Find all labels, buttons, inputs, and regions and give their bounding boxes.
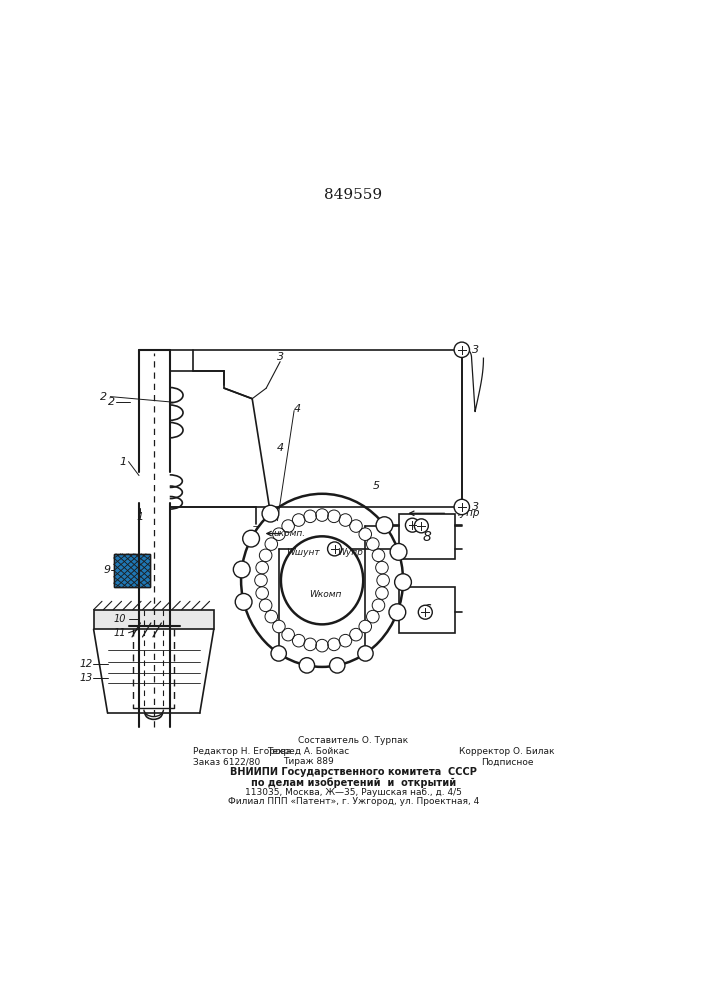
Bar <box>114 554 150 587</box>
Circle shape <box>375 587 388 599</box>
Circle shape <box>316 509 328 521</box>
Text: 3: 3 <box>472 345 479 355</box>
Text: Составитель О. Турпак: Составитель О. Турпак <box>298 736 409 745</box>
Text: 4: 4 <box>276 443 284 453</box>
Circle shape <box>366 538 379 550</box>
Circle shape <box>235 593 252 610</box>
Text: 1: 1 <box>137 512 144 522</box>
Circle shape <box>304 510 317 523</box>
Circle shape <box>282 520 294 532</box>
Bar <box>114 554 150 587</box>
Circle shape <box>265 538 278 550</box>
Text: 8: 8 <box>422 530 431 544</box>
Text: Редактор Н. Егорова: Редактор Н. Егорова <box>193 747 291 756</box>
Circle shape <box>390 543 407 560</box>
Circle shape <box>339 634 351 647</box>
Circle shape <box>377 574 390 587</box>
Circle shape <box>419 605 432 619</box>
Text: Тираж 889: Тираж 889 <box>283 758 334 766</box>
Circle shape <box>293 514 305 526</box>
Text: 113035, Москва, Ж—35, Раушская наб., д. 4/5: 113035, Москва, Ж—35, Раушская наб., д. … <box>245 788 462 797</box>
Text: Филиал ППП «Патент», г. Ужгород, ул. Проектная, 4: Филиал ППП «Патент», г. Ужгород, ул. Про… <box>228 797 479 806</box>
Text: Подписное: Подписное <box>481 758 534 766</box>
Circle shape <box>316 639 328 652</box>
Circle shape <box>265 610 278 623</box>
Text: 1: 1 <box>119 457 127 467</box>
Circle shape <box>273 528 285 540</box>
Circle shape <box>405 518 419 532</box>
Ellipse shape <box>281 536 363 624</box>
Text: Wупр: Wупр <box>337 548 363 557</box>
Bar <box>399 587 455 633</box>
Text: 3: 3 <box>472 502 479 512</box>
Circle shape <box>256 587 269 599</box>
Circle shape <box>262 505 279 522</box>
Circle shape <box>327 638 340 651</box>
Text: 6: 6 <box>422 603 431 617</box>
Circle shape <box>304 638 317 651</box>
Circle shape <box>414 519 428 533</box>
Text: ВНИИПИ Государственного комитета  СССР: ВНИИПИ Государственного комитета СССР <box>230 767 477 777</box>
Text: 2: 2 <box>100 392 107 402</box>
Text: uкомп.: uкомп. <box>273 529 305 538</box>
Circle shape <box>271 646 286 661</box>
Text: 5: 5 <box>373 481 380 491</box>
Circle shape <box>273 620 285 633</box>
Circle shape <box>454 499 469 515</box>
Circle shape <box>372 549 385 562</box>
Circle shape <box>350 628 362 641</box>
Text: 9: 9 <box>104 565 111 575</box>
Text: 7: 7 <box>252 526 259 536</box>
Text: 3: 3 <box>276 352 284 362</box>
Circle shape <box>327 542 341 556</box>
Circle shape <box>259 599 272 612</box>
Circle shape <box>282 628 294 641</box>
Text: 849559: 849559 <box>325 188 382 202</box>
Circle shape <box>375 561 388 574</box>
Circle shape <box>259 549 272 562</box>
Text: 4: 4 <box>294 404 301 414</box>
Text: 13: 13 <box>80 673 93 683</box>
Text: по делам изобретений  и  открытий: по делам изобретений и открытий <box>251 777 456 788</box>
Circle shape <box>256 561 269 574</box>
Circle shape <box>372 599 385 612</box>
Circle shape <box>358 646 373 661</box>
Circle shape <box>339 514 351 526</box>
Circle shape <box>366 610 379 623</box>
Circle shape <box>350 520 362 532</box>
Circle shape <box>293 634 305 647</box>
Text: Корректор О. Билак: Корректор О. Билак <box>460 747 555 756</box>
Circle shape <box>327 510 340 523</box>
Text: 10: 10 <box>114 614 127 624</box>
Bar <box>399 514 455 559</box>
Circle shape <box>359 528 371 540</box>
Text: Wшунт: Wшунт <box>286 548 320 557</box>
Circle shape <box>329 658 345 673</box>
Circle shape <box>233 561 250 578</box>
Text: Iупр: Iупр <box>458 508 480 518</box>
Text: 2: 2 <box>107 397 115 407</box>
Circle shape <box>376 517 393 534</box>
Bar <box>93 610 214 629</box>
Text: Техред А. Бойкас: Техред А. Бойкас <box>267 747 349 756</box>
Text: Заказ 6122/80: Заказ 6122/80 <box>193 758 260 766</box>
Bar <box>114 554 150 587</box>
Circle shape <box>389 604 406 621</box>
Circle shape <box>395 574 411 591</box>
Circle shape <box>243 530 259 547</box>
Circle shape <box>255 574 267 587</box>
Text: 12: 12 <box>80 659 93 669</box>
Circle shape <box>299 658 315 673</box>
Circle shape <box>454 342 469 357</box>
Text: 11: 11 <box>114 628 127 638</box>
Text: Wкомп: Wкомп <box>310 590 341 599</box>
Circle shape <box>359 620 371 633</box>
